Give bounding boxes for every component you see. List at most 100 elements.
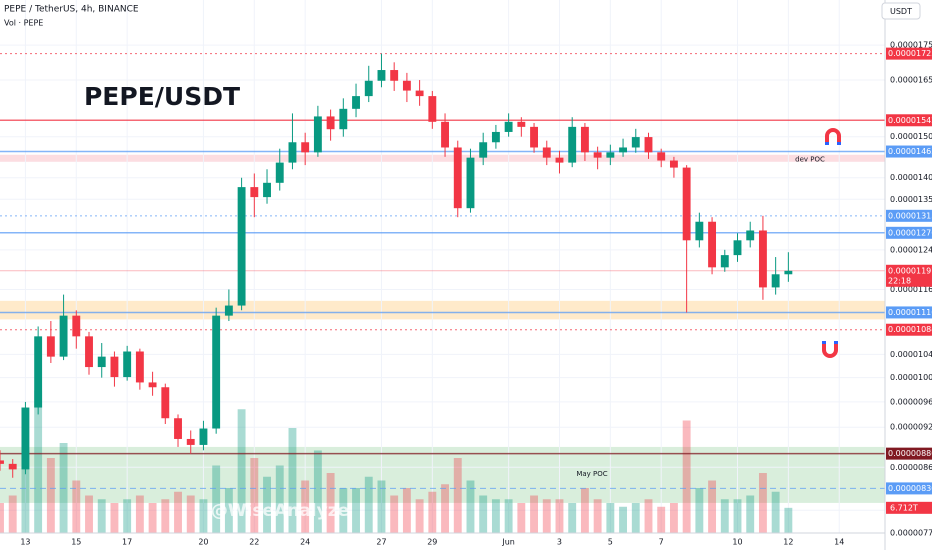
price-badge-label: 0.00001116 [888,308,932,317]
y-tick-label: 0.00000770 [890,529,932,538]
candle-body [504,121,513,132]
candle-body [275,162,284,183]
price-badge [886,306,932,319]
volume-bar [97,499,106,533]
price-badge-label: 0.00001725 [888,49,932,58]
magnet-tip [837,142,841,145]
volume-bar [288,428,297,533]
candle-body [631,137,640,148]
candle-body [186,438,195,445]
watermark: @WiseAnalyze [211,501,349,521]
volume-bar [85,495,93,533]
volume-badge-label: 6.712T [890,503,918,512]
currency-button-box[interactable] [881,2,921,20]
currency-button[interactable]: USDT [881,2,921,20]
chart-title: PEPE/USDT [84,82,240,111]
price-badge-label: 0.00001276 [888,228,932,237]
magnet-shape [825,128,841,144]
volume-bar [542,499,551,533]
zone [0,300,885,320]
volume-bar [237,409,246,533]
x-tick-label: 5 [608,538,613,547]
volume-bar [72,480,81,533]
volume-badge [886,501,932,514]
volume-bar [758,473,767,533]
x-tick-label: 24 [300,538,310,547]
volume-bar [669,503,678,533]
last-price-badge [886,264,932,287]
volume-bar [504,499,513,533]
candle-body [110,356,119,378]
magnet-tip [825,142,829,145]
candle-body [593,152,602,158]
volume-bar [377,480,386,533]
candle-body [682,167,691,241]
candle-body [339,108,348,130]
candle-body [263,182,271,198]
candle-body [301,142,310,153]
volume-bar [34,390,43,533]
candle-body [135,351,144,383]
volume-bar [148,503,157,533]
volume-bar [441,484,449,533]
volume-bar [174,491,182,533]
volume-bar [733,499,742,533]
candle-body [733,240,742,256]
volume-bar [326,473,335,533]
candle-body [784,270,793,275]
zone-label: dev POC [795,155,825,163]
candle-body [517,121,526,127]
price-badge [886,323,932,336]
volume-bar [619,506,628,533]
price-badge [886,209,932,222]
volume-bar [135,495,144,533]
volume-bar [263,476,271,533]
price-badge-label: 0.00001542 [888,116,932,125]
x-tick-label: 22 [249,538,259,547]
volume-title: Vol · PEPE [4,19,43,28]
volume-bar [746,495,755,533]
currency-button-label[interactable]: USDT [890,7,912,16]
candle-body [123,351,132,378]
magnet-icon-top [825,128,841,145]
symbol-header: PEPE / TetherUS, 4h, BINANCE [4,5,139,15]
candle-body [313,116,322,153]
candle-body [364,80,373,97]
x-tick-label: 14 [834,538,844,547]
candle-body [46,336,55,357]
candle-body [199,428,208,445]
volume-bar [555,499,564,533]
x-tick-label: 17 [122,538,132,547]
candle-body [174,418,182,439]
volume-bar [8,495,17,533]
candle-body [212,315,221,429]
price-badge [886,226,932,239]
candle-body [402,80,411,91]
price-badge [886,447,932,460]
candle-body [224,305,233,316]
x-tick-label: 29 [427,538,437,547]
volume-bar [708,480,717,533]
x-tick-label: 12 [783,538,793,547]
magnet-tip [834,341,838,344]
price-badge [886,47,932,60]
x-tick-label: 7 [659,538,664,547]
candle-body [72,315,81,337]
candle-body [161,387,170,419]
volume-bar [46,458,55,533]
x-tick-label: Jun [501,538,515,547]
last-price-label: 0.00001197 [888,266,932,275]
candle-body [720,255,729,268]
price-badge-label: 0.00001463 [888,147,932,156]
volume-bar [275,465,284,533]
magnet-tip [822,341,826,344]
